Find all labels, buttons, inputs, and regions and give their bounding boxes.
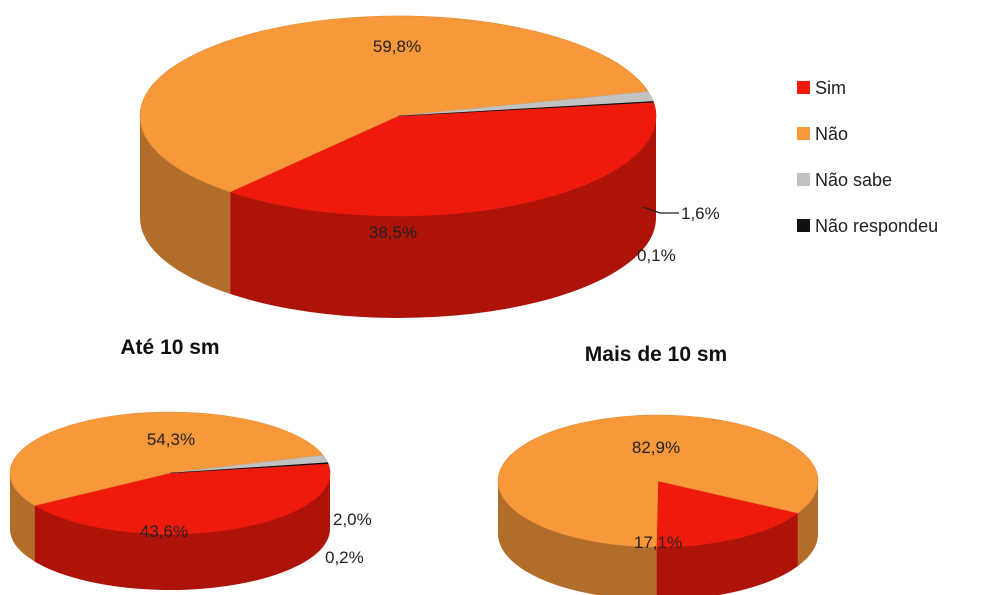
data-label-low-sim: 43,6%	[140, 522, 188, 541]
data-label-main-nao: 59,8%	[373, 37, 421, 56]
pie-side-ate-10-sm-sim	[34, 473, 330, 590]
pie-slice-main-sim	[229, 101, 657, 217]
pie-slice-ate-10-sm-sim	[33, 463, 331, 535]
pie-side-mais-de-10-sm-sim	[656, 512, 798, 595]
legend: Sim Não Não sabe Não respondeu	[797, 78, 938, 236]
data-label-main-nao-respondeu: 0,1%	[637, 246, 676, 265]
legend-label-nao: Não	[815, 124, 848, 144]
data-label-high-sim: 17,1%	[634, 533, 682, 552]
legend-swatch-sim	[797, 81, 810, 94]
pie-slice-mais-de-10-sm-sim	[656, 480, 799, 548]
chart-title-ate-10-sm: Até 10 sm	[120, 336, 219, 359]
leader-line-main-nao-sabe	[642, 206, 679, 214]
pie-chart-mais-de-10-sm	[497, 414, 819, 595]
data-label-high-nao: 82,9%	[632, 438, 680, 457]
pie-chart-total	[139, 15, 657, 318]
legend-label-nao-respondeu: Não respondeu	[815, 216, 938, 236]
data-label-main-nao-sabe: 1,6%	[681, 204, 720, 223]
data-label-low-nao-respondeu: 0,2%	[325, 548, 364, 567]
legend-swatch-nao-sabe	[797, 173, 810, 186]
pie-slice-ate-10-sm-nao-respondeu	[169, 462, 329, 474]
pie-slice-ate-10-sm-nao	[9, 411, 324, 506]
pie-slice-main-nao-respondeu	[397, 101, 654, 117]
pie-side-main-nao	[140, 116, 231, 294]
legend-label-nao-sabe: Não sabe	[815, 170, 892, 190]
data-label-main-sim: 38,5%	[369, 223, 417, 242]
legend-swatch-nao	[797, 127, 810, 140]
chart-title-mais-de-10-sm: Mais de 10 sm	[585, 343, 727, 366]
data-label-low-nao-sabe: 2,0%	[333, 510, 372, 529]
pie-chart-ate-10-sm	[9, 411, 331, 590]
pie-side-main-sim	[230, 116, 656, 318]
pie-side-mais-de-10-sm-nao	[797, 481, 818, 566]
pie-side-ate-10-sm-nao	[10, 473, 35, 562]
data-label-low-nao: 54,3%	[147, 430, 195, 449]
legend-label-sim: Sim	[815, 78, 846, 98]
legend-swatch-nao-respondeu	[797, 219, 810, 232]
pie-slice-main-nao	[139, 15, 649, 193]
pie-slice-mais-de-10-sm-nao	[497, 414, 819, 548]
